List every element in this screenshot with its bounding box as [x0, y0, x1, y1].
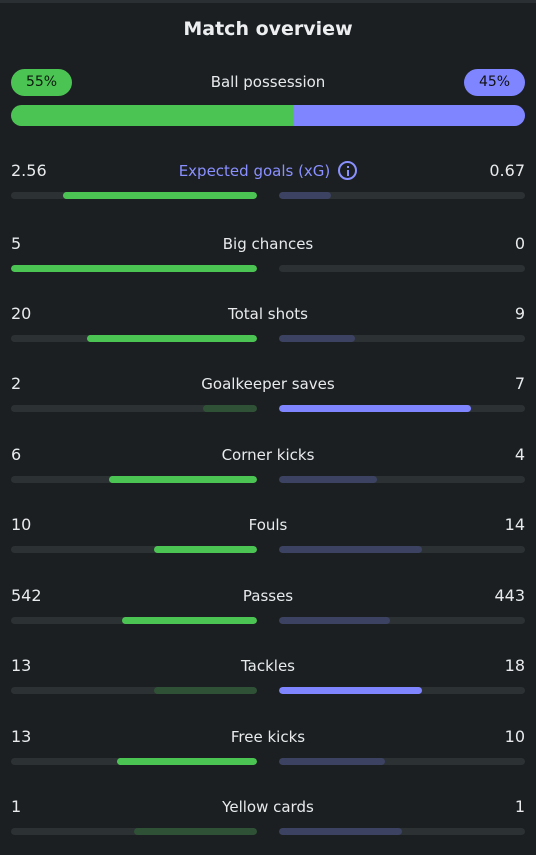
home-stat-value: 1 — [11, 797, 22, 816]
home-stat-bar — [11, 828, 257, 835]
home-stat-bar — [11, 758, 257, 765]
stat-label: Goalkeeper saves — [0, 373, 536, 395]
away-stat-bar-fill — [279, 335, 356, 342]
stat-row: 2 Goalkeeper saves 7 — [0, 373, 536, 423]
away-stat-bar-fill — [279, 687, 422, 694]
home-stat-value: 2 — [11, 374, 22, 393]
home-stat-bar-fill — [62, 192, 257, 199]
stat-label-text: Tackles — [240, 657, 296, 675]
home-stat-value: 10 — [11, 515, 32, 534]
stat-row: 1 Yellow cards 1 — [0, 796, 536, 846]
possession-bar — [11, 105, 525, 126]
home-stat-bar-fill — [134, 828, 257, 835]
stat-label[interactable]: Expected goals (xG) — [0, 160, 536, 182]
home-stat-bar — [11, 476, 257, 483]
stat-row: 13 Free kicks 10 — [0, 726, 536, 776]
away-stat-bar — [279, 192, 525, 199]
home-stat-value: 5 — [11, 234, 22, 253]
home-stat-value: 542 — [11, 586, 42, 605]
home-stat-bar-fill — [153, 546, 257, 553]
stat-label: Yellow cards — [0, 796, 536, 818]
home-stat-bar-fill — [121, 617, 257, 624]
stat-label: Free kicks — [0, 726, 536, 748]
possession-bar-away — [293, 105, 525, 126]
away-stat-bar — [279, 687, 525, 694]
away-stat-value: 443 — [494, 586, 525, 605]
home-stat-bar — [11, 405, 257, 412]
stat-label-text: Free kicks — [230, 728, 306, 746]
home-stat-bar-fill — [202, 405, 257, 412]
info-icon[interactable] — [338, 161, 358, 180]
home-stat-bar-fill — [87, 335, 257, 342]
away-stat-value: 1 — [514, 797, 525, 816]
home-stat-bar — [11, 335, 257, 342]
stat-label-text: Total shots — [228, 305, 308, 323]
away-stat-value: 4 — [514, 445, 525, 464]
away-stat-bar — [279, 405, 525, 412]
home-stat-bar — [11, 617, 257, 624]
home-stat-value: 13 — [11, 656, 32, 675]
away-stat-bar-fill — [279, 476, 378, 483]
stat-row: 542 Passes 443 — [0, 585, 536, 635]
stat-label-text: Yellow cards — [222, 798, 314, 816]
home-stat-bar — [11, 192, 257, 199]
home-possession-badge: 55% — [11, 69, 72, 96]
stat-label-text: Fouls — [248, 516, 288, 534]
stat-label: Passes — [0, 585, 536, 607]
stat-label: Total shots — [0, 303, 536, 325]
away-stat-bar-fill — [279, 405, 471, 412]
home-stat-bar-fill — [116, 758, 257, 765]
away-stat-value: 9 — [514, 304, 525, 323]
away-stat-bar — [279, 617, 525, 624]
away-stat-bar — [279, 758, 525, 765]
top-divider — [0, 0, 536, 3]
home-stat-value: 6 — [11, 445, 22, 464]
home-stat-bar-fill — [11, 265, 257, 272]
home-stat-bar — [11, 687, 257, 694]
away-stat-bar-fill — [279, 828, 402, 835]
possession-bar-home — [11, 105, 294, 126]
away-stat-bar — [279, 335, 525, 342]
possession-label: Ball possession — [210, 73, 326, 91]
away-stat-bar — [279, 828, 525, 835]
stat-label-text: Passes — [242, 587, 294, 605]
stat-row: 6 Corner kicks 4 — [0, 444, 536, 494]
home-stat-bar — [11, 546, 257, 553]
away-stat-value: 0 — [514, 234, 525, 253]
page-title: Match overview — [183, 18, 353, 40]
home-stat-bar-fill — [109, 476, 257, 483]
home-stat-value: 13 — [11, 727, 32, 746]
stat-row: 20 Total shots 9 — [0, 303, 536, 353]
stat-label: Fouls — [0, 514, 536, 536]
stat-label-text: Corner kicks — [221, 446, 315, 464]
away-stat-bar — [279, 265, 525, 272]
home-stat-value: 2.56 — [11, 161, 47, 180]
stat-label-text: Goalkeeper saves — [201, 375, 335, 393]
away-stat-value: 0.67 — [489, 161, 525, 180]
stat-label: Big chances — [0, 233, 536, 255]
away-stat-bar — [279, 546, 525, 553]
stat-label: Corner kicks — [0, 444, 536, 466]
home-stat-value: 20 — [11, 304, 32, 323]
stat-row: 2.56 Expected goals (xG) 0.67 — [0, 160, 536, 210]
away-stat-value: 14 — [504, 515, 525, 534]
away-stat-value: 7 — [514, 374, 525, 393]
stat-label-text: Big chances — [222, 235, 314, 253]
away-stat-bar-fill — [279, 617, 390, 624]
stat-row: 13 Tackles 18 — [0, 655, 536, 705]
home-stat-bar — [11, 265, 257, 272]
away-stat-value: 10 — [504, 727, 525, 746]
away-stat-bar — [279, 476, 525, 483]
away-stat-bar-fill — [279, 546, 422, 553]
stat-label-text: Expected goals (xG) — [178, 162, 331, 180]
stat-row: 5 Big chances 0 — [0, 233, 536, 283]
away-stat-bar-fill — [279, 758, 385, 765]
stat-label: Tackles — [0, 655, 536, 677]
stat-row: 10 Fouls 14 — [0, 514, 536, 564]
away-stat-bar-fill — [279, 192, 331, 199]
away-possession-badge: 45% — [464, 69, 525, 96]
home-stat-bar-fill — [153, 687, 257, 694]
away-stat-value: 18 — [504, 656, 525, 675]
